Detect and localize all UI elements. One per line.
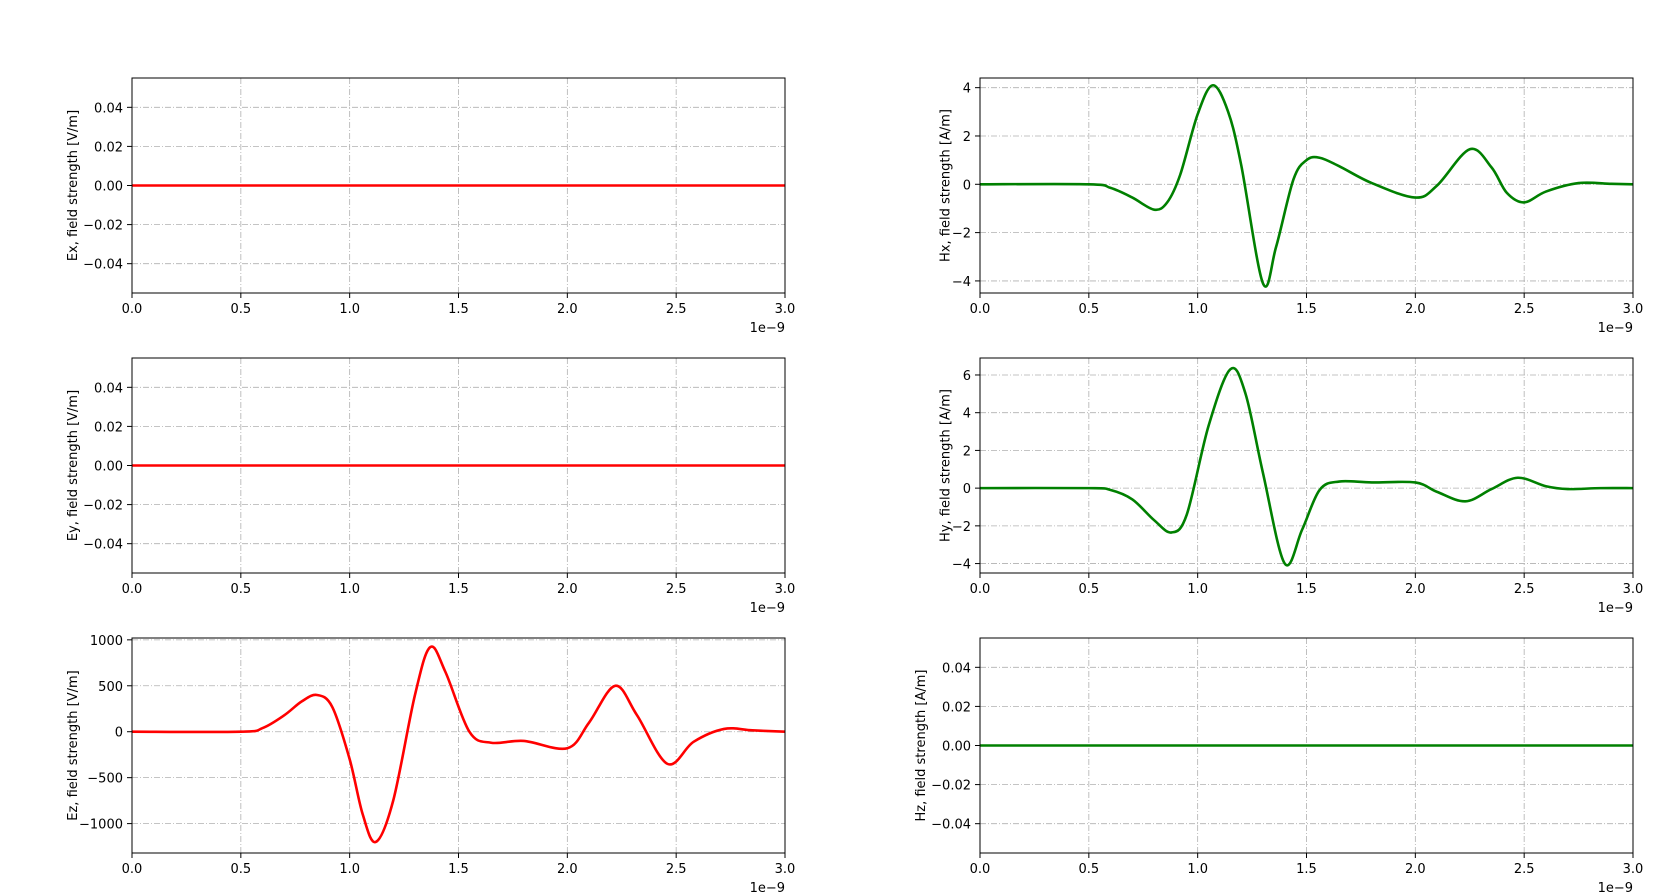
x-offset-label: 1e−9 <box>1598 321 1633 336</box>
x-tick-label: 1.0 <box>339 582 360 597</box>
x-tick-label: 2.5 <box>666 862 687 877</box>
y-tick-label: −0.04 <box>931 818 971 833</box>
x-tick-label: 1.0 <box>1187 302 1208 317</box>
x-tick-label: 2.5 <box>666 302 687 317</box>
x-tick-label: 1.0 <box>1187 862 1208 877</box>
x-offset-label: 1e−9 <box>750 321 785 336</box>
x-tick-label: 3.0 <box>775 302 796 317</box>
series-line <box>980 366 1633 567</box>
y-tick-label: 500 <box>98 680 123 695</box>
x-tick-label: 1.0 <box>339 862 360 877</box>
y-tick-label: 0.02 <box>942 700 971 715</box>
y-tick-label: 0.02 <box>94 420 123 435</box>
y-tick-label: −2 <box>952 227 971 242</box>
x-tick-label: 0.0 <box>970 302 991 317</box>
x-tick-label: 0.0 <box>970 582 991 597</box>
y-tick-label: −0.02 <box>83 499 123 514</box>
x-tick-label: 2.0 <box>1405 302 1426 317</box>
subplot-6: 0.0 0.5 1.0 1.5 2.0 2.5 3.0 −0.04 −0.02 0.00 0.02 0… <box>914 637 1644 895</box>
y-tick-label: 0.04 <box>94 101 123 116</box>
x-tick-label: 3.0 <box>775 582 796 597</box>
y-tick-label: 0 <box>963 482 971 497</box>
x-tick-label: 0.0 <box>970 862 991 877</box>
y-tick-label: 4 <box>963 82 971 97</box>
x-offset-label: 1e−9 <box>750 881 785 895</box>
x-tick-label: 1.5 <box>448 582 469 597</box>
subplot-4: 0.0 0.5 1.0 1.5 2.0 2.5 3.0 −4 −2 0 2 4 6 1e−9 Hy, fie… <box>939 357 1644 616</box>
y-axis-label: Ex, field strength [V/m] <box>66 110 81 261</box>
subplot-5: 0.0 0.5 1.0 1.5 2.0 2.5 3.0 −1000 −500 0 500 1000 1e… <box>66 634 795 895</box>
subplot-1: 0.0 0.5 1.0 1.5 2.0 2.5 3.0 −0.04 −0.02 0.00 0.02 0… <box>66 77 796 336</box>
x-tick-label: 1.5 <box>448 862 469 877</box>
y-tick-label: 0.02 <box>94 140 123 155</box>
x-tick-label: 1.5 <box>1296 862 1317 877</box>
y-axis-label: Hz, field strength [A/m] <box>914 669 929 821</box>
series-line <box>132 645 785 844</box>
x-tick-label: 0.5 <box>1078 302 1099 317</box>
y-tick-label: 2 <box>963 444 971 459</box>
x-tick-label: 3.0 <box>1623 582 1644 597</box>
x-tick-label: 0.0 <box>122 302 143 317</box>
y-axis-label: Hx, field strength [A/m] <box>939 109 954 262</box>
x-tick-label: 2.5 <box>1514 582 1535 597</box>
subplot-2: 0.0 0.5 1.0 1.5 2.0 2.5 3.0 −4 −2 0 2 4 1e−9 Hx, fiel… <box>939 77 1644 336</box>
y-tick-label: 2 <box>963 130 971 145</box>
series-line <box>980 83 1633 288</box>
y-tick-label: 0.00 <box>94 460 123 475</box>
x-tick-label: 0.5 <box>1078 582 1099 597</box>
x-tick-label: 2.0 <box>557 582 578 597</box>
x-tick-label: 1.5 <box>1296 302 1317 317</box>
x-tick-label: 3.0 <box>1623 302 1644 317</box>
y-tick-label: 0.04 <box>94 381 123 396</box>
x-offset-label: 1e−9 <box>750 601 785 616</box>
x-tick-label: 2.5 <box>1514 862 1535 877</box>
x-tick-label: 3.0 <box>775 862 796 877</box>
subplot-3: 0.0 0.5 1.0 1.5 2.0 2.5 3.0 −0.04 −0.02 0.00 0.02 0… <box>66 357 796 616</box>
y-tick-label: 4 <box>963 407 971 422</box>
x-tick-label: 0.5 <box>230 582 251 597</box>
x-offset-label: 1e−9 <box>1598 601 1633 616</box>
x-tick-label: 0.5 <box>1078 862 1099 877</box>
x-tick-label: 1.5 <box>448 302 469 317</box>
x-tick-label: 2.5 <box>666 582 687 597</box>
y-tick-label: 0.00 <box>942 740 971 755</box>
y-axis-label: Ey, field strength [V/m] <box>66 390 81 541</box>
x-tick-label: 2.0 <box>557 862 578 877</box>
x-tick-label: 2.0 <box>1405 582 1426 597</box>
x-tick-label: 3.0 <box>1623 862 1644 877</box>
y-tick-label: −4 <box>952 275 971 290</box>
x-tick-label: 2.5 <box>1514 302 1535 317</box>
y-tick-label: −0.04 <box>83 258 123 273</box>
y-tick-label: −0.02 <box>83 219 123 234</box>
y-axis-label: Ez, field strength [V/m] <box>66 670 81 820</box>
x-tick-label: 0.0 <box>122 582 143 597</box>
y-tick-label: 0 <box>115 726 123 741</box>
y-tick-label: 0 <box>963 178 971 193</box>
y-tick-label: 0.00 <box>94 180 123 195</box>
x-tick-label: 0.0 <box>122 862 143 877</box>
x-tick-label: 2.0 <box>1405 862 1426 877</box>
y-tick-label: 0.04 <box>942 661 971 676</box>
x-offset-label: 1e−9 <box>1598 881 1633 895</box>
y-tick-label: −4 <box>952 558 971 573</box>
y-tick-label: 6 <box>963 369 971 384</box>
x-tick-label: 1.0 <box>339 302 360 317</box>
y-tick-label: 1000 <box>90 634 123 649</box>
y-tick-label: −1000 <box>79 818 123 833</box>
y-tick-label: −2 <box>952 520 971 535</box>
x-tick-label: 1.0 <box>1187 582 1208 597</box>
y-tick-label: −500 <box>87 772 123 787</box>
x-tick-label: 0.5 <box>230 862 251 877</box>
x-tick-label: 2.0 <box>557 302 578 317</box>
x-tick-label: 0.5 <box>230 302 251 317</box>
y-tick-label: −0.04 <box>83 538 123 553</box>
y-tick-label: −0.02 <box>931 779 971 794</box>
y-axis-label: Hy, field strength [A/m] <box>939 389 954 542</box>
x-tick-label: 1.5 <box>1296 582 1317 597</box>
